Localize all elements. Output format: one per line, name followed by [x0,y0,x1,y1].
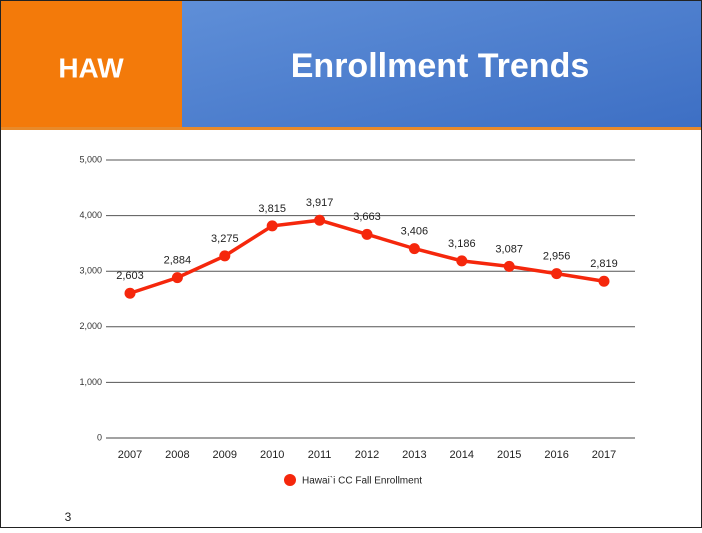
data-label: 3,087 [495,243,523,255]
header-tag-box [0,0,182,127]
x-tick-label: 2013 [402,449,426,461]
header-rule [0,127,702,130]
data-label: 3,406 [401,226,429,238]
y-tick-label: 5,000 [79,154,102,164]
point [314,214,326,226]
data-label: 2,884 [164,255,192,267]
point [598,275,610,287]
data-label: 2,603 [116,270,144,282]
data-label: 3,663 [353,211,381,223]
point [171,272,183,284]
header-title: Enrollment Trends [291,47,590,85]
legend-label: Hawai`i CC Fall Enrollment [302,475,422,487]
point [219,250,231,262]
y-tick-label: 0 [97,432,102,442]
point [456,255,468,267]
x-tick-label: 2014 [450,449,474,461]
y-tick-label: 3,000 [79,266,102,276]
x-tick-label: 2016 [544,449,568,461]
point [361,228,373,240]
x-tick-label: 2017 [592,449,616,461]
x-tick-label: 2009 [213,449,237,461]
y-tick-label: 4,000 [79,210,102,220]
point [266,220,278,232]
x-tick-label: 2010 [260,449,284,461]
x-tick-label: 2011 [308,449,332,461]
data-label: 3,275 [211,233,239,245]
point [551,268,563,280]
y-tick-label: 1,000 [79,377,102,387]
header-band [182,0,702,127]
x-tick-label: 2015 [497,449,521,461]
page-number: 3 [65,510,72,524]
legend-swatch [284,474,296,486]
x-tick-label: 2008 [165,449,189,461]
data-label: 2,819 [590,258,618,270]
data-label: 3,815 [258,203,286,215]
data-label: 3,186 [448,238,476,250]
x-tick-label: 2007 [118,449,142,461]
point [503,260,515,272]
point [124,287,136,299]
header-tag: HAW [58,52,124,83]
data-label: 3,917 [306,197,334,209]
x-tick-label: 2012 [355,449,379,461]
y-tick-label: 2,000 [79,321,102,331]
point [408,243,420,255]
data-label: 2,956 [543,251,571,263]
